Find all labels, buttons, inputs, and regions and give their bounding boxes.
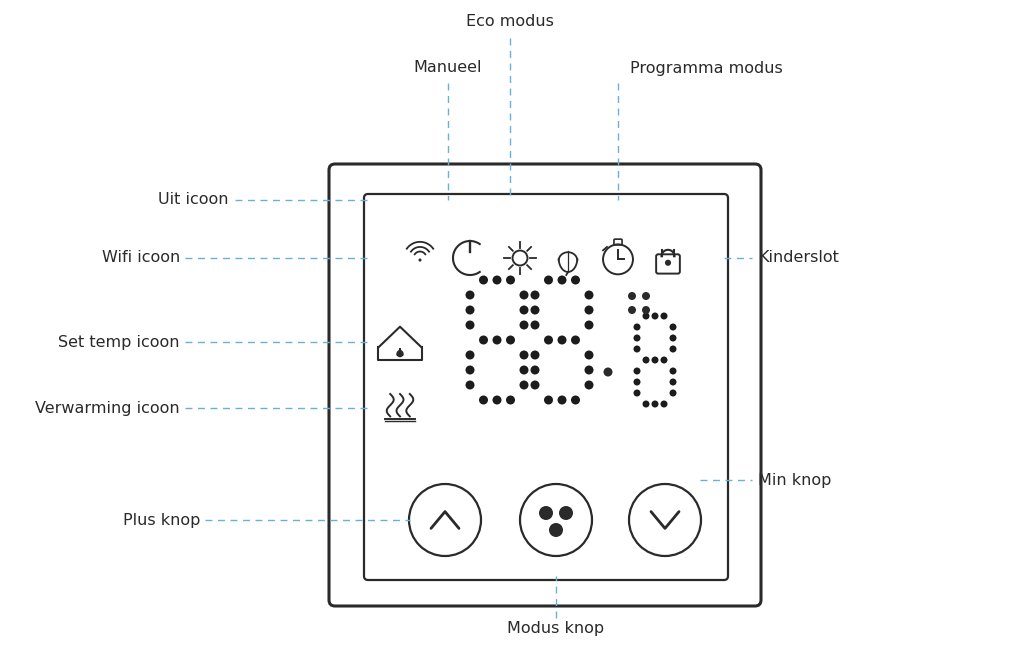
Text: Eco modus: Eco modus <box>466 14 554 29</box>
Circle shape <box>643 312 649 319</box>
Circle shape <box>628 306 636 314</box>
Circle shape <box>651 312 658 319</box>
Circle shape <box>634 368 641 374</box>
Circle shape <box>669 379 676 385</box>
Circle shape <box>506 336 515 344</box>
Circle shape <box>584 306 593 314</box>
Circle shape <box>396 350 403 357</box>
Circle shape <box>557 276 566 284</box>
Circle shape <box>531 291 540 299</box>
Circle shape <box>571 276 580 284</box>
Circle shape <box>506 276 515 284</box>
Circle shape <box>660 357 667 364</box>
Circle shape <box>419 258 422 261</box>
Circle shape <box>559 506 573 520</box>
Circle shape <box>660 400 667 408</box>
Circle shape <box>669 323 676 331</box>
Circle shape <box>465 381 474 389</box>
Circle shape <box>520 381 529 389</box>
Circle shape <box>669 346 676 353</box>
Circle shape <box>651 400 658 408</box>
Circle shape <box>479 396 488 404</box>
Circle shape <box>520 351 529 359</box>
Circle shape <box>634 389 641 396</box>
Text: Uit icoon: Uit icoon <box>158 192 228 207</box>
Circle shape <box>571 396 580 404</box>
Circle shape <box>544 336 553 344</box>
Circle shape <box>465 306 474 314</box>
Circle shape <box>669 334 676 342</box>
Circle shape <box>643 400 649 408</box>
Circle shape <box>557 396 566 404</box>
Circle shape <box>465 366 474 374</box>
Text: Set temp icoon: Set temp icoon <box>59 334 180 349</box>
Text: Wifi icoon: Wifi icoon <box>102 250 180 265</box>
Circle shape <box>465 291 474 299</box>
Circle shape <box>492 276 501 284</box>
Circle shape <box>520 291 529 299</box>
Circle shape <box>531 381 540 389</box>
Text: Min knop: Min knop <box>758 473 831 488</box>
Circle shape <box>492 396 501 404</box>
Circle shape <box>544 276 553 284</box>
Text: Manueel: Manueel <box>413 61 482 76</box>
Text: Programma modus: Programma modus <box>630 61 783 76</box>
FancyBboxPatch shape <box>329 164 761 606</box>
Circle shape <box>660 312 667 319</box>
Text: Kinderslot: Kinderslot <box>758 250 839 265</box>
Circle shape <box>634 346 641 353</box>
Text: Modus knop: Modus knop <box>508 621 605 636</box>
Circle shape <box>669 368 676 374</box>
Circle shape <box>643 357 649 364</box>
Circle shape <box>520 366 529 374</box>
Circle shape <box>549 523 563 537</box>
Circle shape <box>465 321 474 329</box>
Circle shape <box>584 351 593 359</box>
Circle shape <box>531 306 540 314</box>
Circle shape <box>642 292 650 300</box>
Circle shape <box>465 351 474 359</box>
Circle shape <box>642 306 650 314</box>
Circle shape <box>584 291 593 299</box>
Circle shape <box>571 336 580 344</box>
Circle shape <box>492 336 501 344</box>
Circle shape <box>584 321 593 329</box>
Circle shape <box>531 351 540 359</box>
FancyBboxPatch shape <box>364 194 728 580</box>
Circle shape <box>479 276 488 284</box>
Text: Plus knop: Plus knop <box>122 512 200 527</box>
Circle shape <box>634 379 641 385</box>
Circle shape <box>557 336 566 344</box>
Circle shape <box>531 321 540 329</box>
Circle shape <box>651 357 658 364</box>
Circle shape <box>479 336 488 344</box>
Circle shape <box>531 366 540 374</box>
Circle shape <box>506 396 515 404</box>
Circle shape <box>584 381 593 389</box>
Circle shape <box>665 259 671 266</box>
Circle shape <box>544 396 553 404</box>
Circle shape <box>628 292 636 300</box>
Circle shape <box>604 368 613 376</box>
Circle shape <box>520 321 529 329</box>
Circle shape <box>634 323 641 331</box>
Circle shape <box>669 389 676 396</box>
Circle shape <box>520 306 529 314</box>
Circle shape <box>584 366 593 374</box>
Text: Verwarming icoon: Verwarming icoon <box>35 400 180 415</box>
Circle shape <box>634 334 641 342</box>
Circle shape <box>539 506 553 520</box>
